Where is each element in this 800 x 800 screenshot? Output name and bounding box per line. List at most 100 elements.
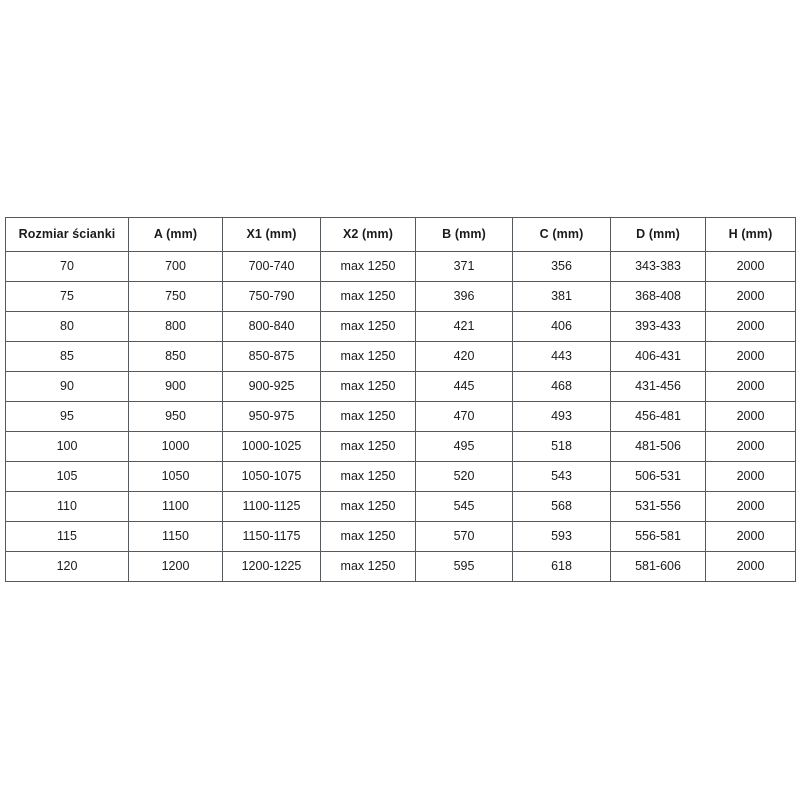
table-cell: 595 [415,551,513,582]
table-cell: 396 [415,281,513,312]
table-row: 85 850 850-875 max 1250 420 443 406-431 2000 [5,341,796,372]
table-cell: 495 [415,431,513,462]
table-cell: max 1250 [320,311,416,342]
table-cell: 2000 [705,521,796,552]
table-column-header: Rozmiar ścianki [5,217,129,252]
table-header-row: Rozmiar ścianki A (mm) X1 (mm) X2 (mm) B (mm… [5,217,796,252]
table-cell: 1050 [128,461,223,492]
table-cell: 110 [5,491,129,522]
table-cell: 750 [128,281,223,312]
table-row: 90 900 900-925 max 1250 445 468 431-456 2000 [5,371,796,402]
table-cell: max 1250 [320,281,416,312]
table-cell: 90 [5,371,129,402]
table-cell: 70 [5,251,129,282]
table-cell: max 1250 [320,401,416,432]
table-cell: 2000 [705,551,796,582]
table-cell: 1100 [128,491,223,522]
table-cell: 470 [415,401,513,432]
table-cell: 368-408 [610,281,706,312]
table-cell: 381 [512,281,611,312]
table-column-header: D (mm) [610,217,706,252]
table-cell: 100 [5,431,129,462]
dimensions-table: Rozmiar ścianki A (mm) X1 (mm) X2 (mm) B (mm… [5,217,796,582]
table-cell: 356 [512,251,611,282]
table-cell: 420 [415,341,513,372]
table-cell: 371 [415,251,513,282]
table-cell: 421 [415,311,513,342]
table-cell: 900-925 [222,371,321,402]
table-cell: 456-481 [610,401,706,432]
table-row: 70 700 700-740 max 1250 371 356 343-383 2000 [5,251,796,282]
table-row: 110 1100 1100-1125 max 1250 545 568 531-556 200… [5,491,796,522]
table-cell: 593 [512,521,611,552]
table-cell: 520 [415,461,513,492]
table-cell: max 1250 [320,431,416,462]
table-header: Rozmiar ścianki A (mm) X1 (mm) X2 (mm) B (mm… [5,217,796,252]
table-cell: 800-840 [222,311,321,342]
table-body: 70 700 700-740 max 1250 371 356 343-383 2000 75 7… [5,251,796,582]
table-column-header: X1 (mm) [222,217,321,252]
table-column-header: C (mm) [512,217,611,252]
table-cell: 443 [512,341,611,372]
table-cell: max 1250 [320,371,416,402]
table-cell: 493 [512,401,611,432]
table-cell: 900 [128,371,223,402]
table-cell: 543 [512,461,611,492]
table-cell: 618 [512,551,611,582]
table-cell: 2000 [705,251,796,282]
table-cell: 95 [5,401,129,432]
table-cell: 445 [415,371,513,402]
table-cell: 115 [5,521,129,552]
table-cell: 800 [128,311,223,342]
table-cell: 393-433 [610,311,706,342]
table-cell: 700 [128,251,223,282]
table-row: 75 750 750-790 max 1250 396 381 368-408 2000 [5,281,796,312]
table-cell: 556-581 [610,521,706,552]
table-column-header: X2 (mm) [320,217,416,252]
table-cell: 750-790 [222,281,321,312]
table-row: 105 1050 1050-1075 max 1250 520 543 506-531 200… [5,461,796,492]
table-cell: 568 [512,491,611,522]
table-cell: 80 [5,311,129,342]
table-cell: 2000 [705,491,796,522]
table-cell: 1150 [128,521,223,552]
table-cell: 581-606 [610,551,706,582]
table-cell: 343-383 [610,251,706,282]
table-cell: 120 [5,551,129,582]
table-column-header: A (mm) [128,217,223,252]
table-row: 95 950 950-975 max 1250 470 493 456-481 2000 [5,401,796,432]
table-cell: 1200-1225 [222,551,321,582]
table-cell: 1000-1025 [222,431,321,462]
table-cell: 406-431 [610,341,706,372]
table-column-header: B (mm) [415,217,513,252]
table-row: 80 800 800-840 max 1250 421 406 393-433 2000 [5,311,796,342]
table-cell: max 1250 [320,251,416,282]
table-cell: 1200 [128,551,223,582]
table-row: 115 1150 1150-1175 max 1250 570 593 556-581 200… [5,521,796,552]
table-cell: 1000 [128,431,223,462]
table-cell: 531-556 [610,491,706,522]
table-cell: 481-506 [610,431,706,462]
table-cell: 105 [5,461,129,492]
table-cell: 85 [5,341,129,372]
table-cell: 2000 [705,401,796,432]
table-cell: max 1250 [320,491,416,522]
table-cell: 506-531 [610,461,706,492]
table-cell: max 1250 [320,521,416,552]
table-column-header: H (mm) [705,217,796,252]
table-cell: max 1250 [320,341,416,372]
table-cell: 850-875 [222,341,321,372]
table-cell: 1100-1125 [222,491,321,522]
table-cell: 1150-1175 [222,521,321,552]
table-cell: 950-975 [222,401,321,432]
table-cell: 2000 [705,461,796,492]
table-cell: 406 [512,311,611,342]
table-cell: 700-740 [222,251,321,282]
table-cell: 2000 [705,431,796,462]
table-cell: 2000 [705,311,796,342]
table-cell: 570 [415,521,513,552]
table-row: 120 1200 1200-1225 max 1250 595 618 581-606 200… [5,551,796,582]
table-cell: 431-456 [610,371,706,402]
table-row: 100 1000 1000-1025 max 1250 495 518 481-506 200… [5,431,796,462]
